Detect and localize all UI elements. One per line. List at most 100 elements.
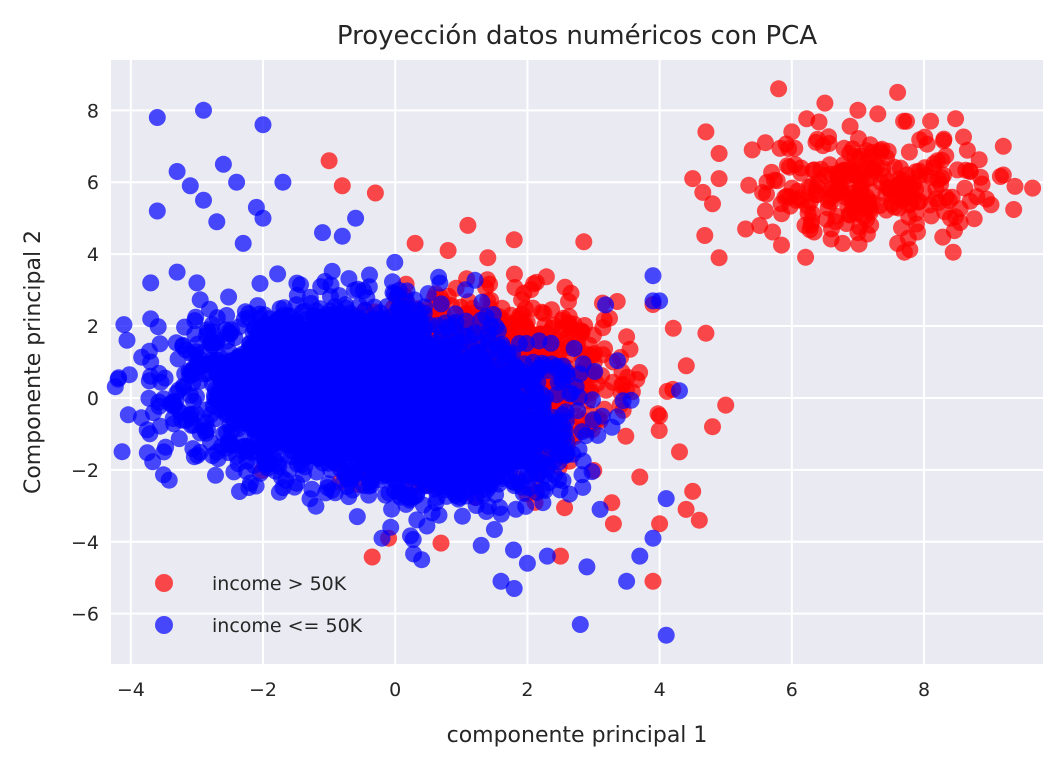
scatter-point (174, 337, 192, 355)
scatter-point (841, 117, 859, 135)
scatter-point (160, 471, 178, 489)
scatter-point (302, 295, 320, 312)
scatter-point (756, 202, 774, 220)
scatter-point (874, 167, 892, 185)
scatter-point (186, 312, 204, 330)
scatter-point (197, 424, 215, 442)
scatter-point (994, 137, 1012, 155)
scatter-point (560, 292, 577, 310)
scatter-point (479, 249, 497, 267)
scatter-point (207, 466, 224, 484)
scatter-point (249, 389, 267, 407)
scatter-point (918, 135, 936, 153)
scatter-point (237, 372, 255, 390)
scatter-point (796, 216, 814, 234)
scatter-point (781, 197, 799, 215)
scatter-point (221, 325, 239, 343)
scatter-point (185, 392, 202, 410)
scatter-point (472, 311, 490, 329)
series-low-income (106, 101, 688, 644)
scatter-point (410, 330, 428, 348)
scatter-point (690, 511, 708, 529)
scatter-point (239, 408, 257, 426)
scatter-point (756, 134, 774, 152)
scatter-point (191, 372, 209, 390)
scatter-point (269, 265, 287, 283)
scatter-point (201, 300, 218, 318)
scatter-point (958, 141, 976, 159)
scatter-point (170, 430, 188, 448)
scatter-point (543, 319, 561, 337)
scatter-point (142, 367, 160, 385)
scatter-point (922, 112, 940, 130)
scatter-point (308, 463, 326, 481)
scatter-point (823, 220, 840, 238)
scatter-point (432, 295, 450, 313)
scatter-point (151, 335, 169, 353)
scatter-point (432, 534, 450, 552)
scatter-point (597, 296, 615, 314)
scatter-point (106, 378, 124, 396)
scatter-point (597, 381, 615, 399)
scatter-point (710, 249, 728, 267)
scatter-point (120, 366, 138, 384)
scatter-point (366, 184, 384, 202)
scatter-point (537, 268, 555, 286)
scatter-point (903, 187, 920, 205)
scatter-point (770, 80, 788, 98)
scatter-point (251, 275, 269, 292)
scatter-point (751, 217, 769, 234)
scatter-point (361, 266, 378, 284)
scatter-point (955, 128, 972, 146)
data-points (106, 80, 1042, 644)
scatter-point (256, 406, 273, 424)
scatter-point (618, 328, 636, 346)
scatter-point (808, 130, 826, 148)
scatter-point (144, 404, 162, 422)
scatter-point (439, 242, 457, 259)
scatter-point (684, 170, 702, 188)
scatter-point (786, 156, 804, 173)
scatter-point (156, 369, 174, 387)
scatter-point (843, 194, 861, 212)
scatter-point (965, 210, 983, 228)
scatter-point (269, 327, 287, 345)
scatter-point (754, 184, 772, 202)
scatter-point (944, 243, 962, 261)
scatter-point (458, 327, 476, 345)
scatter-point (617, 427, 635, 445)
scatter-point (816, 94, 834, 112)
scatter-point (113, 443, 131, 461)
scatter-point (737, 220, 755, 238)
scatter-point (783, 123, 801, 141)
scatter-point (405, 291, 423, 309)
scatter-point (1024, 179, 1042, 197)
scatter-point (834, 234, 852, 252)
scatter-point (1006, 177, 1024, 195)
scatter-point (385, 337, 403, 354)
scatter-point (326, 325, 344, 343)
scatter-point (185, 448, 203, 466)
scatter-point (517, 319, 535, 337)
scatter-point (694, 183, 712, 201)
scatter-point (935, 130, 953, 148)
scatter-point (254, 340, 272, 358)
scatter-point (505, 265, 523, 283)
scatter-point (297, 345, 315, 363)
scatter-point (140, 389, 158, 407)
scatter-point (204, 354, 222, 372)
scatter-point (459, 216, 477, 234)
scatter-point (650, 422, 668, 439)
scatter-point (280, 460, 298, 478)
scatter-point (333, 177, 351, 195)
scatter-point (677, 357, 695, 375)
scatter-point (898, 112, 915, 130)
scatter-point (644, 572, 662, 590)
scatter-point (288, 474, 306, 492)
scatter-point (516, 300, 534, 318)
scatter-point (947, 110, 965, 128)
scatter-point (710, 145, 728, 162)
scatter-point (889, 234, 907, 252)
scatter-point (740, 176, 758, 194)
